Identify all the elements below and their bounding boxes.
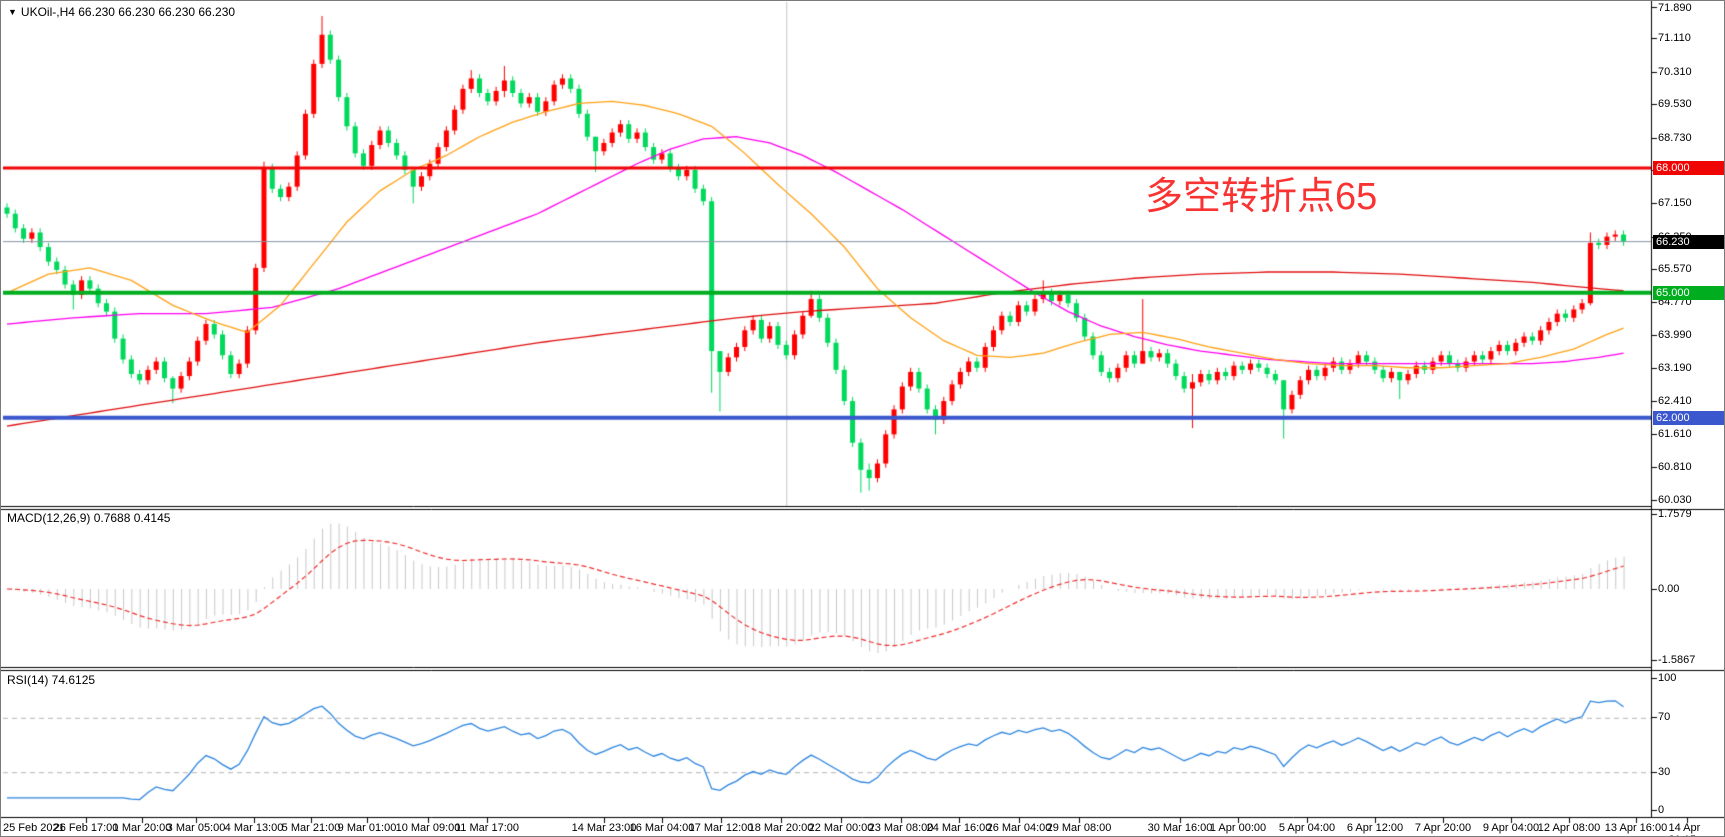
time-axis-label: 29 Mar 08:00: [1046, 822, 1112, 834]
macd-tick-label: 0.00: [1658, 583, 1680, 595]
time-axis-label: 26 Mar 04:00: [986, 822, 1052, 834]
price-tick-label: 71.110: [1658, 32, 1691, 44]
rsi-tick-label: 100: [1658, 672, 1677, 684]
time-axis-label: 22 Mar 00:00: [808, 822, 874, 834]
price-tick-label: 63.190: [1658, 362, 1692, 374]
rsi-tick-label: 0: [1658, 804, 1665, 816]
symbol-header: ▼ UKOil-,H4 66.230 66.230 66.230 66.230: [8, 5, 235, 19]
lower-support-price-badge: 62.000: [1653, 411, 1724, 425]
support-price-badge: 65.000: [1653, 286, 1724, 300]
macd-indicator-label: MACD(12,26,9) 0.7688 0.4145: [7, 511, 171, 525]
time-axis-label: 13 Apr 16:00: [1604, 822, 1668, 834]
price-tick-label: 63.990: [1658, 329, 1692, 341]
price-tick-label: 65.570: [1658, 263, 1692, 275]
time-axis-label: 5 Mar 21:00: [281, 822, 341, 834]
time-axis-label: 1 Mar 20:00: [112, 822, 172, 834]
time-axis-label: 23 Mar 08:00: [868, 822, 934, 834]
time-axis-label: 9 Apr 04:00: [1482, 822, 1540, 834]
rsi-tick-label: 70: [1658, 711, 1671, 723]
time-axis-label: 1 Apr 00:00: [1209, 822, 1267, 834]
time-axis-label: 25 Feb 2021: [3, 822, 65, 834]
text-annotation: 多空转折点65: [1145, 176, 1378, 218]
price-tick-label: 71.890: [1658, 2, 1692, 14]
time-axis-label: 24 Mar 16:00: [926, 822, 992, 834]
time-axis-label: 11 Mar 17:00: [454, 822, 520, 834]
price-tick-label: 69.530: [1658, 98, 1692, 110]
price-tick-label: 62.410: [1658, 395, 1692, 407]
time-axis-label: 10 Mar 09:00: [395, 822, 461, 834]
price-tick-label: 68.730: [1658, 132, 1692, 144]
time-axis-label: 6 Apr 12:00: [1346, 822, 1404, 834]
time-axis-label: 5 Apr 04:00: [1278, 822, 1336, 834]
price-tick-label: 60.810: [1658, 461, 1692, 473]
resistance-price-badge: 68.000: [1653, 161, 1724, 175]
time-axis-label: 14 Apr 21:15: [1668, 822, 1701, 836]
macd-tick-label: 1.7579: [1658, 508, 1692, 520]
price-tick-label: 61.610: [1658, 428, 1692, 440]
price-tick-label: 70.310: [1658, 66, 1692, 78]
time-axis-label: 16 Mar 04:00: [629, 822, 695, 834]
collapse-triangle-icon[interactable]: ▼: [8, 7, 17, 17]
time-axis-label: 18 Mar 20:00: [748, 822, 814, 834]
time-axis-label: 9 Mar 01:00: [337, 822, 397, 834]
time-axis-label: 14 Mar 23:00: [571, 822, 637, 834]
rsi-indicator-label: RSI(14) 74.6125: [7, 673, 96, 687]
current-price-badge: 66.230: [1653, 235, 1724, 249]
time-axis-label: 3 Mar 05:00: [166, 822, 226, 834]
time-axis-label: 26 Feb 17:00: [53, 822, 119, 834]
time-axis-label: 7 Apr 20:00: [1414, 822, 1472, 834]
time-axis-label: 12 Apr 08:00: [1537, 822, 1601, 834]
time-axis-label: 4 Mar 13:00: [224, 822, 284, 834]
rsi-tick-label: 30: [1658, 766, 1671, 778]
macd-tick-label: -1.5867: [1658, 654, 1696, 666]
symbol-ohlc-text: UKOil-,H4 66.230 66.230 66.230 66.230: [20, 5, 236, 19]
price-tick-label: 67.150: [1658, 197, 1692, 209]
time-axis-label: 30 Mar 16:00: [1147, 822, 1213, 834]
time-axis-label: 17 Mar 12:00: [688, 822, 754, 834]
price-tick-label: 60.030: [1658, 494, 1692, 506]
